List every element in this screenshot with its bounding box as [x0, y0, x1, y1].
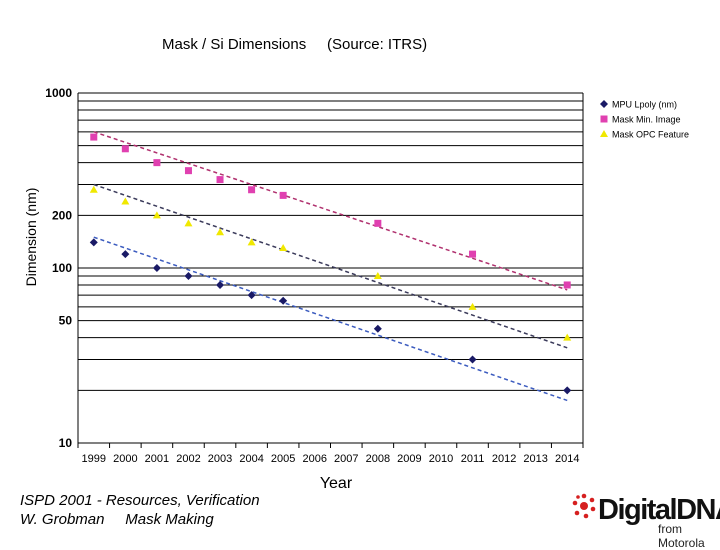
data-point [563, 333, 572, 341]
data-point [468, 355, 477, 364]
x-tick-label: 2012 [492, 453, 516, 465]
data-point [89, 185, 98, 193]
x-tick-label: 2008 [366, 453, 390, 465]
legend-marker [600, 100, 608, 108]
x-tick-label: 2003 [208, 453, 232, 465]
x-tick-label: 2009 [397, 453, 421, 465]
data-point [373, 272, 382, 280]
dna-burst-icon [572, 493, 596, 519]
data-point [279, 296, 288, 305]
data-point [153, 159, 161, 167]
data-point [89, 238, 98, 247]
trend-line [93, 131, 568, 291]
data-point [152, 211, 161, 219]
data-point [216, 228, 225, 236]
x-tick-label: 2013 [523, 453, 547, 465]
x-tick-label: 2006 [302, 453, 326, 465]
footer-caption: ISPD 2001 - Resources, Verification W. G… [20, 491, 260, 529]
x-tick-label: 2002 [176, 453, 200, 465]
trend-line [93, 236, 568, 402]
logo-tagline: from Motorola [658, 522, 705, 550]
x-axis-label: Year [320, 475, 353, 490]
data-point [248, 186, 256, 194]
data-point [468, 302, 477, 310]
data-point [563, 386, 572, 395]
y-axis-label: Dimension (nm) [23, 188, 39, 287]
digitaldna-logo: DigitalDNA from Motorola [572, 492, 720, 550]
y-axis-ticks: 1000 200 100 50 10 [45, 86, 72, 450]
data-point [563, 281, 571, 289]
data-point [90, 133, 98, 141]
data-point [373, 324, 382, 333]
y-tick-label: 50 [59, 314, 73, 328]
data-point [374, 219, 382, 227]
x-tick-label: 2005 [271, 453, 295, 465]
x-tick-label: 2011 [461, 453, 485, 465]
logo-wordmark: DigitalDNA [598, 494, 720, 526]
data-point [216, 280, 225, 289]
x-axis-ticks: 1999 2000 2001 2002 2003 2004 2005 2006 2007 2008… [77, 443, 584, 465]
data-point [247, 238, 256, 246]
x-tick-label: 2004 [239, 453, 263, 465]
y-tick-label: 200 [52, 208, 72, 222]
data-point [121, 197, 130, 205]
legend-box [596, 93, 716, 145]
data-point [121, 145, 129, 153]
legend-label: MPU Lpoly (nm) [612, 100, 677, 110]
data-point [152, 264, 161, 272]
chart-title: Mask / Si Dimensions (Source: ITRS) [162, 36, 428, 53]
gridlines [77, 92, 584, 444]
chart: 1000 200 100 50 10 1999 2000 2001 2002 2003 2004 2… [23, 86, 716, 490]
data-point [121, 250, 130, 259]
data-point [469, 250, 477, 258]
legend-marker [600, 115, 608, 123]
legend-label: Mask Min. Image [612, 115, 681, 125]
trend-lines [93, 131, 568, 402]
data-point [216, 176, 224, 184]
footer-line-2: W. Grobman Mask Making [20, 511, 214, 528]
data-point [184, 272, 193, 281]
legend: MPU Lpoly (nm) Mask Min. Image Mask OPC Fe… [596, 93, 716, 145]
trend-line [93, 183, 568, 349]
y-tick-label: 100 [52, 261, 72, 275]
footer-line-1: ISPD 2001 - Resources, Verification [20, 492, 260, 509]
x-tick-label: 2014 [555, 453, 579, 465]
data-point [184, 167, 192, 175]
legend-label: Mask OPC Feature [612, 130, 689, 140]
data-point [279, 244, 288, 252]
x-tick-label: 2001 [145, 453, 169, 465]
x-tick-label: 2000 [113, 453, 137, 465]
x-tick-label: 1999 [82, 453, 106, 465]
data-points [89, 133, 572, 395]
y-tick-label: 10 [59, 436, 73, 450]
data-point [279, 191, 287, 199]
data-point [247, 291, 256, 300]
x-tick-label: 2007 [334, 453, 358, 465]
y-tick-label: 1000 [45, 86, 72, 100]
legend-marker [600, 130, 608, 137]
data-point [184, 219, 193, 227]
x-tick-label: 2010 [429, 453, 453, 465]
